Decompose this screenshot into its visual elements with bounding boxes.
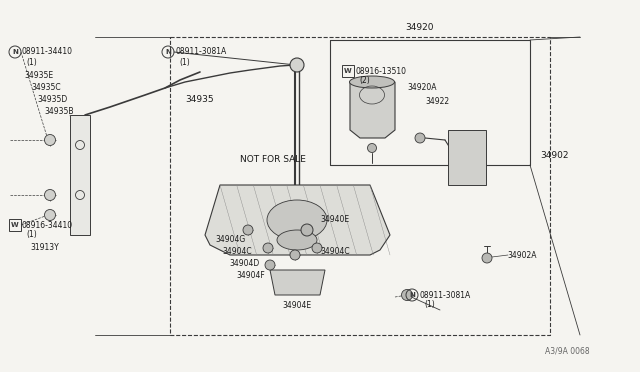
Text: 08911-3081A: 08911-3081A (419, 291, 470, 299)
Text: 34935E: 34935E (24, 71, 53, 80)
Text: (1): (1) (26, 58, 36, 67)
Circle shape (290, 58, 304, 72)
Text: 34904E: 34904E (282, 301, 311, 310)
Text: (1): (1) (179, 58, 189, 67)
Circle shape (291, 60, 301, 70)
Text: 34904C: 34904C (320, 247, 349, 257)
Text: 34902A: 34902A (507, 250, 536, 260)
Text: 34922: 34922 (425, 96, 449, 106)
Text: (1): (1) (26, 231, 36, 240)
FancyBboxPatch shape (448, 130, 486, 185)
Text: 34904C: 34904C (222, 247, 252, 257)
Text: 08911-3081A: 08911-3081A (175, 48, 227, 57)
Circle shape (415, 133, 425, 143)
Text: 08911-34410: 08911-34410 (22, 48, 73, 57)
Text: 34920A: 34920A (407, 83, 436, 93)
Text: 34904F: 34904F (236, 272, 265, 280)
Text: 34935D: 34935D (37, 94, 67, 103)
Text: (2): (2) (359, 77, 370, 86)
Circle shape (312, 243, 322, 253)
Circle shape (401, 289, 413, 301)
Polygon shape (270, 270, 325, 295)
Circle shape (367, 144, 376, 153)
Text: 34935: 34935 (185, 96, 214, 105)
Circle shape (482, 253, 492, 263)
Text: 31913Y: 31913Y (30, 244, 59, 253)
Text: 34904G: 34904G (215, 235, 245, 244)
Ellipse shape (267, 200, 327, 240)
Text: N: N (165, 49, 171, 55)
Circle shape (265, 260, 275, 270)
Text: 34935B: 34935B (44, 106, 74, 115)
Polygon shape (70, 115, 90, 235)
Circle shape (45, 135, 56, 145)
Text: 08916-34410: 08916-34410 (22, 221, 73, 230)
Circle shape (290, 250, 300, 260)
Text: 08916-13510: 08916-13510 (355, 67, 406, 76)
Circle shape (301, 224, 313, 236)
Text: 34935C: 34935C (31, 83, 61, 92)
Text: NOT FOR SALE: NOT FOR SALE (240, 155, 306, 164)
Text: A3/9A 0068: A3/9A 0068 (545, 347, 590, 356)
Polygon shape (350, 82, 395, 138)
Text: 34902: 34902 (540, 151, 568, 160)
Circle shape (45, 189, 56, 201)
Text: W: W (344, 68, 352, 74)
Ellipse shape (349, 76, 394, 88)
Circle shape (243, 225, 253, 235)
Text: (1): (1) (424, 301, 435, 310)
Text: 34904D: 34904D (229, 260, 259, 269)
Polygon shape (205, 185, 390, 255)
Text: N: N (12, 49, 18, 55)
Circle shape (45, 209, 56, 221)
Text: N: N (409, 292, 415, 298)
Text: 34940E: 34940E (320, 215, 349, 224)
Text: 34920: 34920 (405, 23, 433, 32)
Circle shape (263, 243, 273, 253)
Ellipse shape (277, 230, 317, 250)
Text: W: W (11, 222, 19, 228)
